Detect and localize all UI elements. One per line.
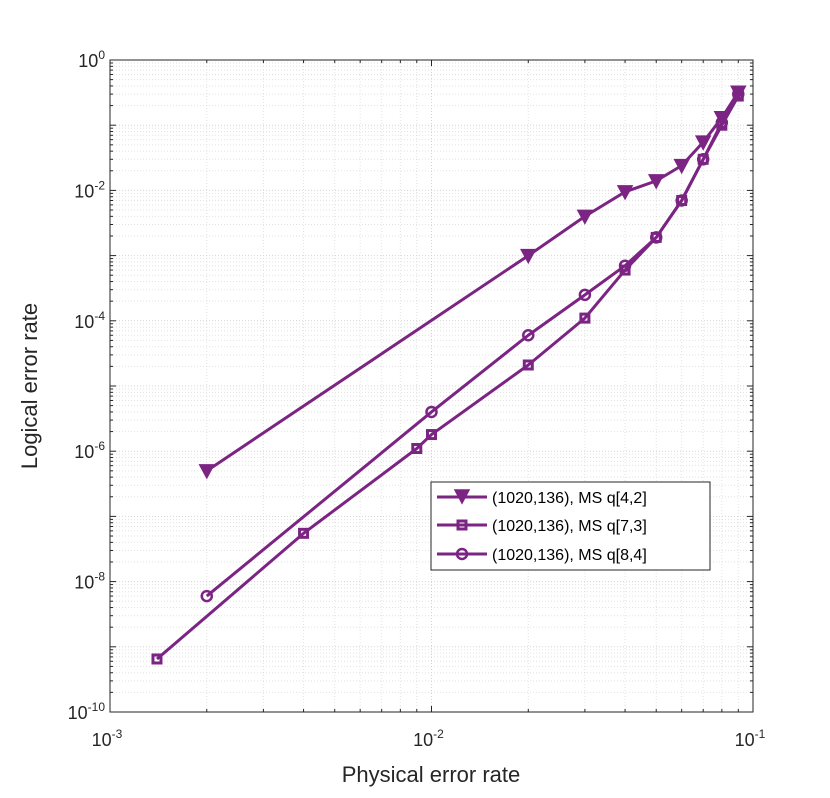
y-axis-label: Logical error rate	[17, 303, 42, 469]
data-point-circle	[425, 405, 438, 419]
data-point-circle	[200, 589, 214, 603]
data-point-triangle	[198, 464, 216, 480]
series-1	[198, 85, 747, 480]
data-point-triangle	[694, 135, 712, 151]
data-point-circle	[696, 153, 710, 166]
x-tick-labels: 10-3 10-2 10-1	[92, 727, 766, 750]
legend-label-series-1: (1020,136), MS q[4,2]	[492, 490, 647, 507]
data-point-circle	[522, 329, 535, 342]
x-tick-label: 10-3	[92, 727, 123, 750]
data-point-circle	[618, 259, 632, 272]
data-point-circle	[732, 87, 745, 101]
series-3	[200, 87, 745, 603]
data-point-triangle	[673, 158, 690, 175]
data-point-circle	[578, 288, 592, 302]
legend-marker-circle-icon	[455, 547, 469, 561]
data-point-square	[579, 312, 591, 324]
y-tick-label: 10-2	[74, 178, 105, 201]
y-tick-label: 100	[78, 48, 105, 71]
y-tick-label: 10-4	[74, 309, 105, 332]
legend: (1020,136), MS q[4,2] (1020,136), MS q[7…	[430, 481, 711, 571]
data-point-square	[151, 653, 163, 665]
legend-marker-square-icon	[456, 519, 468, 531]
series-layer	[151, 85, 747, 665]
data-point-circle	[715, 116, 729, 129]
tick-marks	[110, 60, 753, 712]
legend-label-series-2: (1020,136), MS q[7,3]	[492, 518, 647, 535]
series-line-3	[205, 93, 740, 598]
legend-entry-series-3: (1020,136), MS q[8,4]	[437, 547, 647, 564]
y-tick-labels: 10-10 10-8 10-6 10-4 10-2 100	[68, 48, 106, 723]
data-point-circle	[649, 231, 663, 244]
y-tick-label: 10-8	[74, 570, 105, 593]
y-tick-label: 10-10	[68, 700, 106, 723]
legend-marker-triangle-icon	[453, 489, 471, 505]
y-tick-label: 10-6	[74, 439, 105, 462]
x-tick-label: 10-2	[413, 727, 444, 750]
data-point-circle	[675, 194, 688, 207]
data-point-triangle	[616, 185, 634, 201]
data-point-triangle	[576, 209, 594, 225]
x-axis-label: Physical error rate	[342, 762, 521, 787]
legend-label-series-3: (1020,136), MS q[8,4]	[492, 547, 647, 564]
data-point-triangle	[647, 174, 665, 190]
data-point-square	[298, 527, 310, 539]
legend-entry-series-1: (1020,136), MS q[4,2]	[437, 489, 647, 507]
data-point-triangle	[520, 248, 537, 265]
x-tick-label: 10-1	[735, 727, 766, 750]
data-point-square	[411, 443, 423, 455]
data-point-square	[522, 359, 534, 371]
data-point-square	[426, 429, 437, 441]
legend-entry-series-2: (1020,136), MS q[7,3]	[437, 518, 647, 535]
